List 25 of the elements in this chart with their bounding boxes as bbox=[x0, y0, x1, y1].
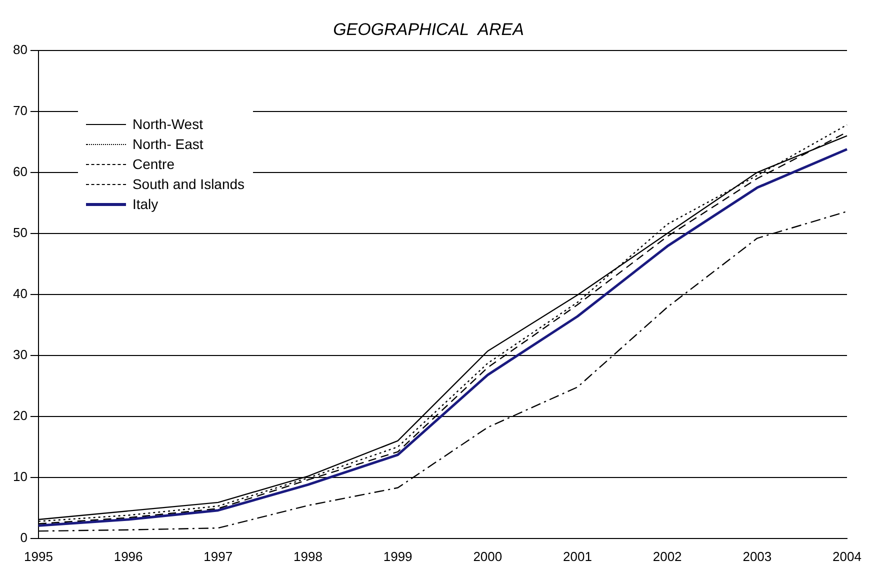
x-tick-label: 2004 bbox=[832, 548, 862, 564]
x-tick-label: 2001 bbox=[563, 548, 592, 564]
legend-label: Centre bbox=[132, 156, 174, 172]
y-tick-label: 80 bbox=[12, 42, 28, 57]
y-tick-label: 20 bbox=[12, 408, 28, 423]
y-tick-label: 50 bbox=[12, 224, 28, 240]
x-tick-label: 1999 bbox=[383, 548, 412, 564]
y-tick-label: 10 bbox=[12, 468, 28, 484]
y-tick-label: 40 bbox=[12, 286, 28, 301]
y-tick-label: 30 bbox=[12, 346, 28, 362]
legend-label: South and Islands bbox=[132, 176, 245, 192]
chart-title: GEOGRAPHICAL AREA bbox=[333, 20, 524, 39]
x-tick-label: 2003 bbox=[742, 548, 772, 564]
y-tick-label: 70 bbox=[12, 102, 28, 118]
x-tick-label: 1995 bbox=[24, 548, 53, 564]
legend-label: North-West bbox=[132, 116, 203, 132]
x-tick-label: 1997 bbox=[204, 548, 233, 564]
y-tick-label: 60 bbox=[12, 164, 28, 179]
x-tick-label: 2002 bbox=[652, 548, 682, 564]
x-tick-label: 2000 bbox=[473, 548, 502, 564]
x-tick-label: 1996 bbox=[114, 548, 143, 564]
legend-label: Italy bbox=[132, 196, 158, 212]
legend-label: North- East bbox=[132, 136, 204, 152]
y-tick-label: 0 bbox=[20, 530, 28, 545]
x-tick-label: 1998 bbox=[294, 548, 322, 564]
